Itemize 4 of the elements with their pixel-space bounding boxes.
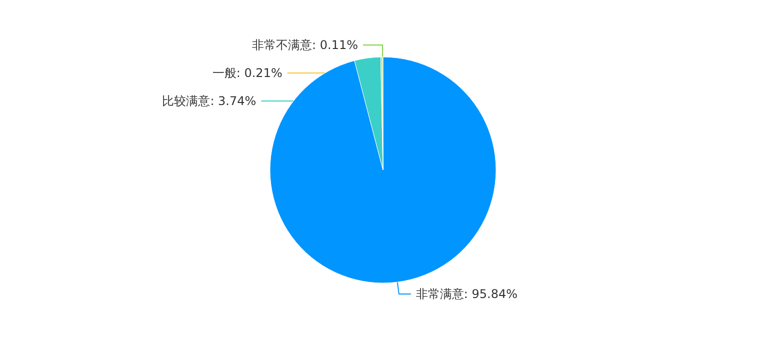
slice-label: 一般: 0.21% (212, 66, 282, 80)
slice-label: 非常不满意: 0.11% (252, 38, 358, 52)
slice-label: 比较满意: 3.74% (162, 94, 256, 108)
slice-label: 非常满意: 95.84% (416, 287, 518, 302)
